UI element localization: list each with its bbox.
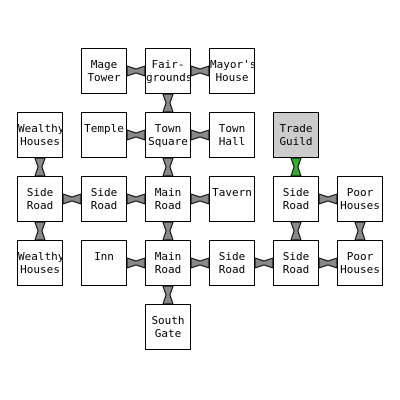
room-side-road[interactable]: Side Road xyxy=(81,176,127,222)
passage-horizontal xyxy=(255,256,273,270)
passage-horizontal xyxy=(191,128,209,142)
passage-horizontal xyxy=(191,256,209,270)
room-side-road[interactable]: Side Road xyxy=(17,176,63,222)
room-poor-houses[interactable]: Poor Houses xyxy=(337,176,383,222)
room-town-square[interactable]: Town Square xyxy=(145,112,191,158)
room-south-gate[interactable]: South Gate xyxy=(145,304,191,350)
passage-horizontal xyxy=(127,64,145,78)
room-fairgrounds[interactable]: Fair- grounds xyxy=(145,48,191,94)
room-main-road[interactable]: Main Road xyxy=(145,176,191,222)
passage-vertical xyxy=(161,222,175,240)
passage-vertical xyxy=(353,222,367,240)
room-wealthy-houses[interactable]: Wealthy Houses xyxy=(17,240,63,286)
passage-vertical xyxy=(33,158,47,176)
room-trade-guild-current[interactable]: Trade Guild xyxy=(273,112,319,158)
passage-vertical xyxy=(161,158,175,176)
passage-horizontal xyxy=(191,64,209,78)
room-temple[interactable]: Temple xyxy=(81,112,127,158)
passage-horizontal xyxy=(127,192,145,206)
room-main-road[interactable]: Main Road xyxy=(145,240,191,286)
passage-vertical xyxy=(33,222,47,240)
room-side-road[interactable]: Side Road xyxy=(209,240,255,286)
passage-vertical xyxy=(161,94,175,112)
room-tavern[interactable]: Tavern xyxy=(209,176,255,222)
room-poor-houses[interactable]: Poor Houses xyxy=(337,240,383,286)
room-town-hall[interactable]: Town Hall xyxy=(209,112,255,158)
room-inn[interactable]: Inn xyxy=(81,240,127,286)
passage-horizontal xyxy=(191,192,209,206)
room-side-road[interactable]: Side Road xyxy=(273,240,319,286)
passage-horizontal xyxy=(63,192,81,206)
passage-vertical xyxy=(161,286,175,304)
room-wealthy-houses[interactable]: Wealthy Houses xyxy=(17,112,63,158)
passage-vertical xyxy=(289,222,303,240)
room-mayors-house[interactable]: Mayor's House xyxy=(209,48,255,94)
passage-vertical-active xyxy=(289,158,303,176)
passage-horizontal xyxy=(127,128,145,142)
room-mage-tower[interactable]: Mage Tower xyxy=(81,48,127,94)
passage-horizontal xyxy=(319,256,337,270)
passage-horizontal xyxy=(319,192,337,206)
passage-horizontal xyxy=(127,256,145,270)
room-side-road[interactable]: Side Road xyxy=(273,176,319,222)
